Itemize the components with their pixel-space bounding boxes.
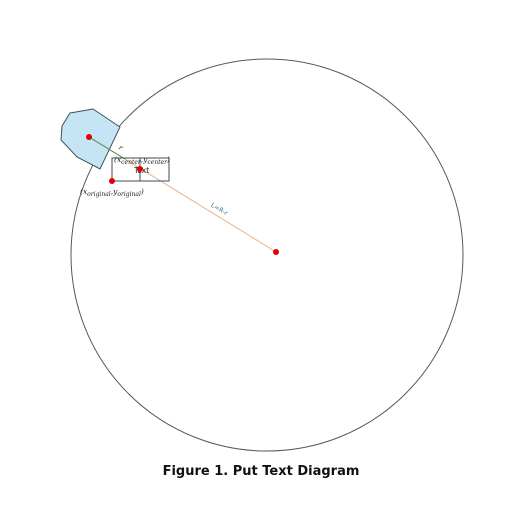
text-origin-point (109, 178, 115, 184)
origin-coordinate-label: (xoriginal,yoriginal) (80, 187, 144, 198)
outer-circle (70, 58, 464, 452)
circle-center-point (273, 249, 279, 255)
short-radius-line (88, 136, 126, 160)
polygon-center-point (86, 134, 92, 140)
figure-caption: Figure 1. Put Text Diagram (163, 464, 360, 479)
text-center-point (137, 166, 143, 172)
short-segment-label: r (117, 144, 125, 153)
long-segment-label: L=R-r (209, 201, 229, 217)
center-coordinate-label: (xcenter,ycenter) (114, 155, 170, 166)
